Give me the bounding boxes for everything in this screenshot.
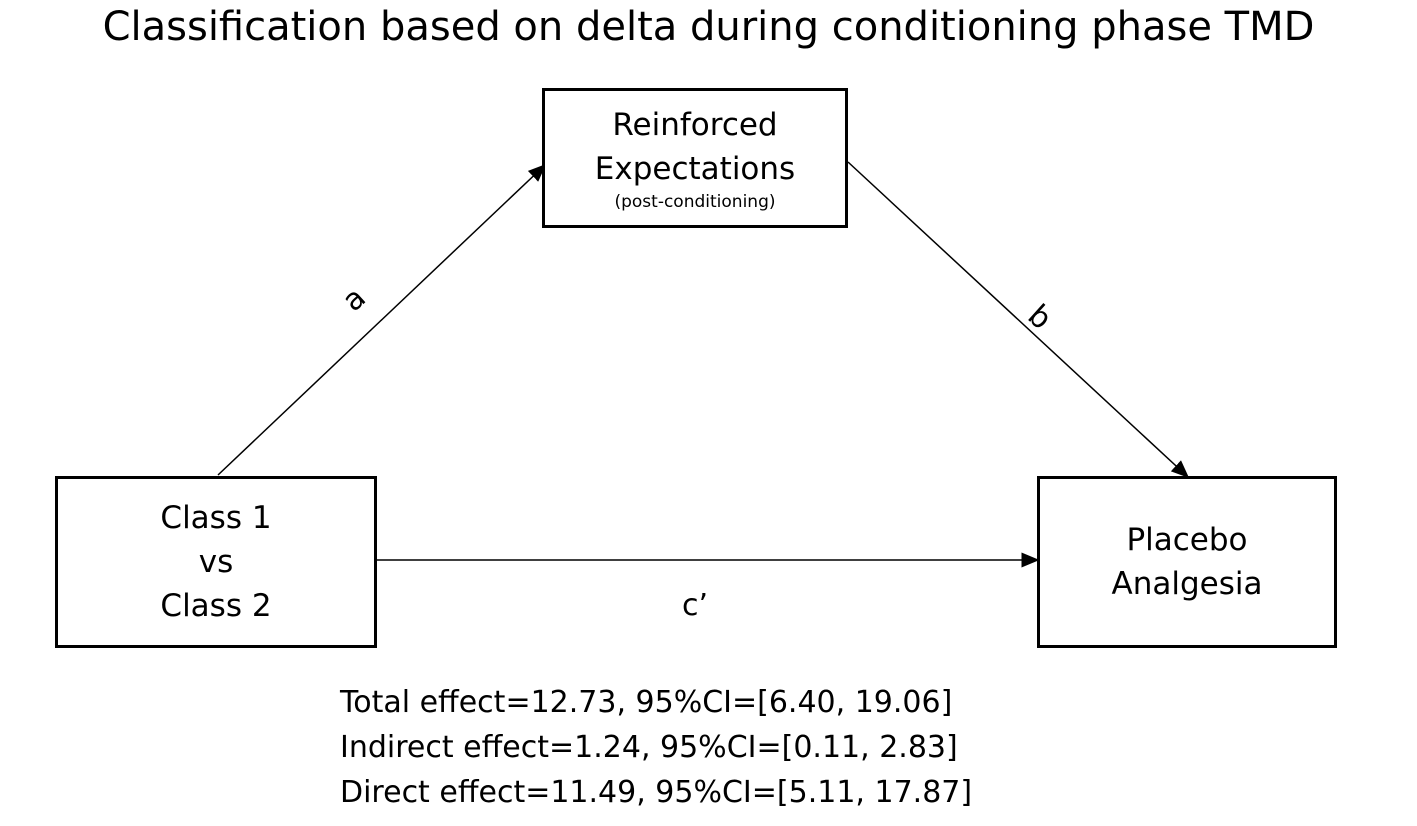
mediator-box: Reinforced Expectations (post-conditioni…: [542, 88, 848, 228]
outcome-box: Placebo Analgesia: [1037, 476, 1337, 648]
outcome-line2: Analgesia: [1111, 566, 1263, 602]
path-label-c: c’: [682, 588, 709, 623]
arrow-a: [217, 163, 547, 476]
effects-summary: Total effect=12.73, 95%CI=[6.40, 19.06] …: [340, 680, 972, 815]
total-effect: Total effect=12.73, 95%CI=[6.40, 19.06]: [340, 685, 953, 720]
outcome-line1: Placebo: [1126, 522, 1248, 558]
predictor-box: Class 1 vs Class 2: [55, 476, 377, 648]
arrow-b: [847, 161, 1190, 479]
predictor-line2: vs: [198, 544, 234, 580]
predictor-line3: Class 2: [160, 588, 272, 624]
predictor-line1: Class 1: [160, 500, 272, 536]
mediator-line1: Reinforced: [612, 107, 778, 143]
diagram-title: Classification based on delta during con…: [102, 4, 1315, 50]
mediator-sub: (post-conditioning): [614, 192, 776, 212]
indirect-effect: Indirect effect=1.24, 95%CI=[0.11, 2.83]: [340, 730, 958, 765]
direct-effect: Direct effect=11.49, 95%CI=[5.11, 17.87]: [340, 775, 973, 810]
mediator-line2: Expectations: [594, 151, 796, 187]
